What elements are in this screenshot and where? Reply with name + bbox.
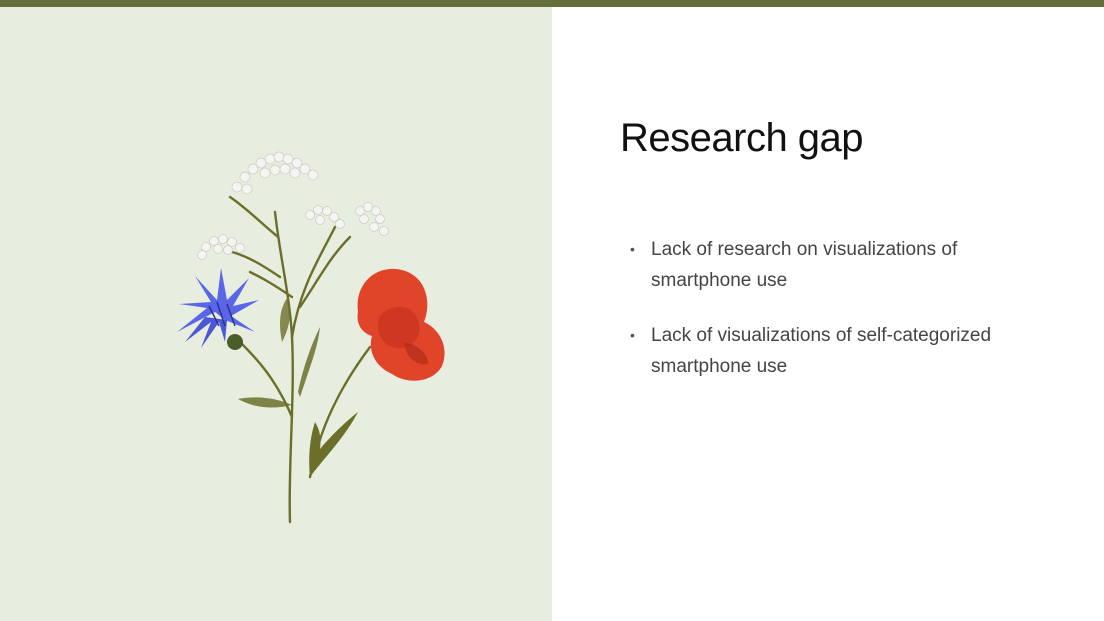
top-accent-bar: [0, 0, 1104, 7]
slide-title: Research gap: [620, 116, 864, 160]
stems: [228, 195, 372, 524]
bullet-item: • Lack of visualizations of self-categor…: [628, 320, 1048, 382]
wildflower-bouquet-illustration: [177, 151, 445, 524]
leaves: [238, 297, 358, 477]
bullet-text: Lack of visualizations of self-categoriz…: [651, 325, 992, 377]
cornflower: [177, 268, 259, 350]
bullet-dot-icon: •: [630, 327, 635, 343]
yarrow-flowers: [197, 151, 389, 260]
bullet-text: Lack of research on visualizations of sm…: [651, 239, 958, 291]
bullet-item: • Lack of research on visualizations of …: [628, 234, 1048, 296]
illustration-panel: [0, 7, 552, 621]
poppy: [357, 268, 445, 381]
bullet-list: • Lack of research on visualizations of …: [628, 234, 1048, 406]
bullet-dot-icon: •: [630, 241, 635, 257]
